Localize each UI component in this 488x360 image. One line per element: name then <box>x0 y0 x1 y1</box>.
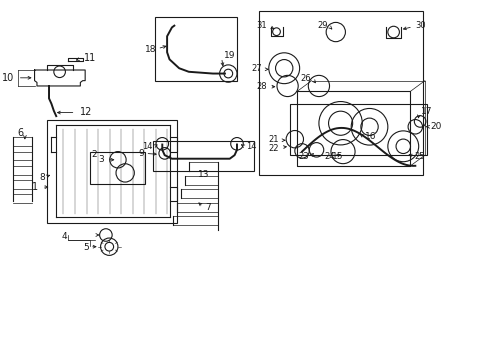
Text: 1: 1 <box>32 182 39 192</box>
Bar <box>289 104 427 155</box>
Text: 15: 15 <box>332 152 343 161</box>
Text: 7: 7 <box>205 203 211 212</box>
Text: 24: 24 <box>324 152 334 161</box>
Text: 14: 14 <box>245 142 256 151</box>
Text: 8: 8 <box>40 173 45 182</box>
Text: 11: 11 <box>83 53 96 63</box>
Text: 4: 4 <box>61 232 67 241</box>
Text: 28: 28 <box>256 82 267 91</box>
Text: 25: 25 <box>414 152 425 161</box>
Text: 23: 23 <box>298 152 308 161</box>
Text: 5: 5 <box>82 243 88 252</box>
Bar <box>46 120 176 222</box>
Text: 6: 6 <box>18 128 24 138</box>
Text: 30: 30 <box>414 21 425 30</box>
Text: 10: 10 <box>2 73 14 83</box>
Bar <box>152 141 253 171</box>
Text: 19: 19 <box>224 51 235 60</box>
Text: 3: 3 <box>99 155 104 164</box>
Text: 27: 27 <box>251 64 262 73</box>
Text: 2: 2 <box>91 150 97 159</box>
Text: 26: 26 <box>300 74 310 83</box>
Text: 20: 20 <box>430 122 441 131</box>
Text: 21: 21 <box>268 135 278 144</box>
Text: 18: 18 <box>144 45 156 54</box>
Bar <box>90 152 145 184</box>
Text: 14: 14 <box>142 142 152 151</box>
Text: 31: 31 <box>256 21 267 30</box>
Text: 16: 16 <box>364 132 375 141</box>
Text: 13: 13 <box>197 170 208 179</box>
Text: 12: 12 <box>80 107 93 117</box>
Text: 22: 22 <box>268 144 278 153</box>
Text: 29: 29 <box>316 21 327 30</box>
Bar <box>258 12 422 175</box>
Text: 17: 17 <box>420 107 432 116</box>
Text: 9: 9 <box>138 149 143 158</box>
Bar <box>155 17 237 81</box>
